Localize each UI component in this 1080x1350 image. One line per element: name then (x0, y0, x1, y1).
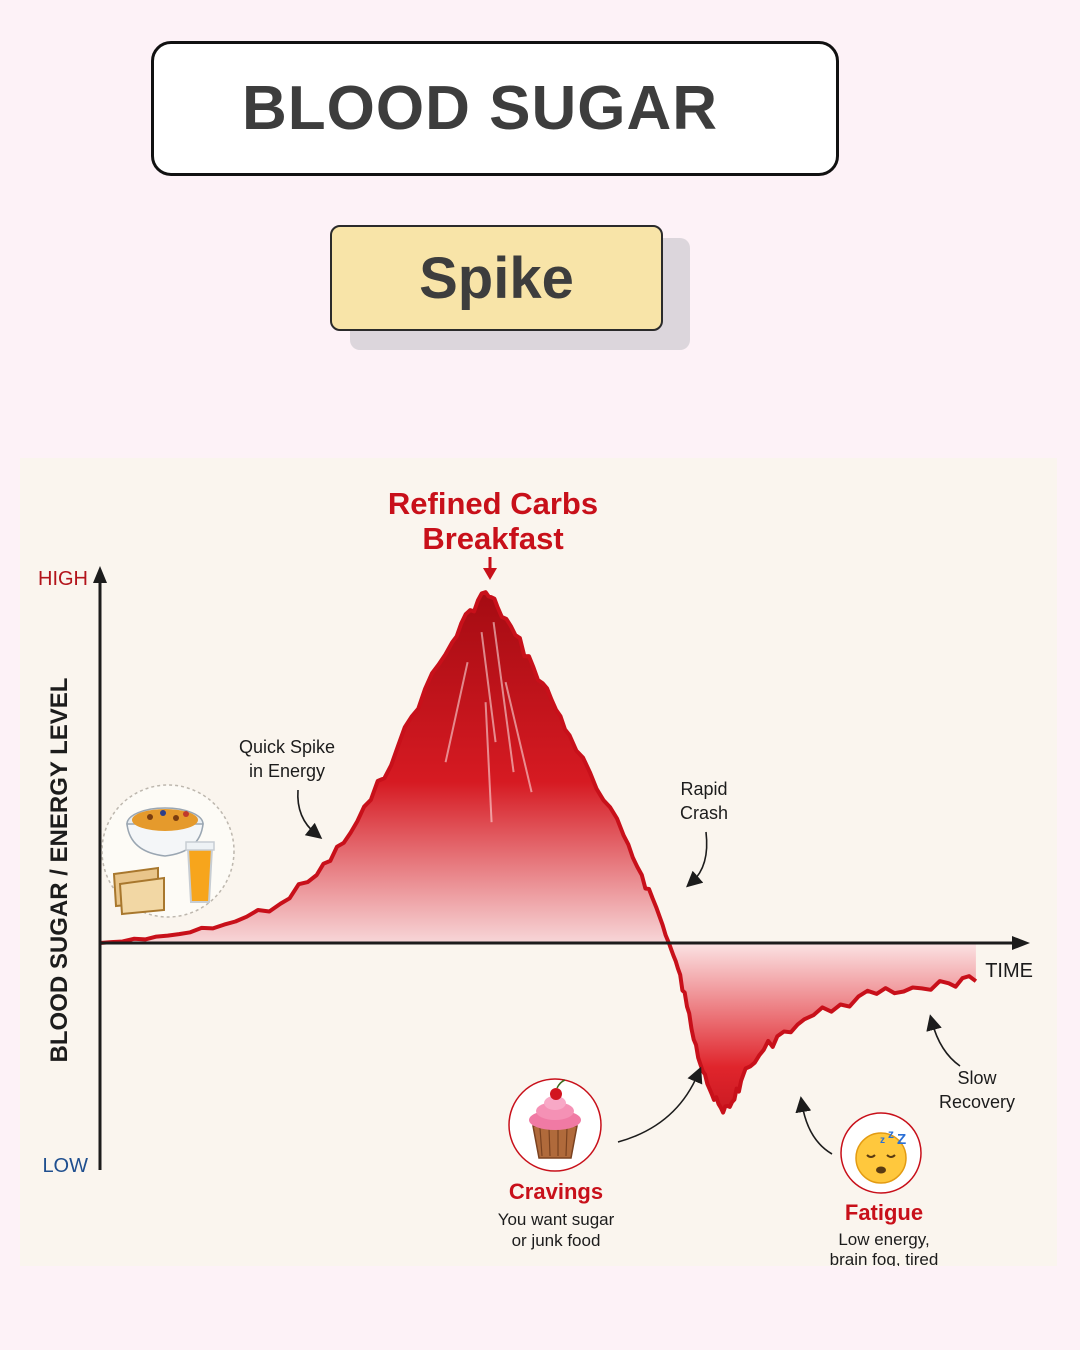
page-subtitle: Spike (419, 245, 574, 311)
subtitle-badge: Spike (330, 225, 663, 331)
x-axis-arrow (1012, 936, 1030, 950)
peak-streaks (444, 622, 533, 823)
cravings-title: Cravings (509, 1179, 603, 1204)
fatigue-text-2: brain fog, tired (830, 1250, 939, 1269)
peak-streak (504, 681, 533, 793)
x-axis-label: TIME (985, 960, 1033, 982)
svg-text:Z: Z (897, 1131, 906, 1148)
cravings-text-1: You want sugar (498, 1210, 615, 1229)
peak-streak (480, 632, 497, 743)
y-axis-label: BLOOD SUGAR / ENERGY LEVEL (46, 678, 73, 1063)
crash-area (100, 943, 976, 1113)
quick-spike-label-2: in Energy (249, 761, 325, 781)
rapid-crash-arrow (686, 831, 708, 888)
chart-title-line-2: Breakfast (422, 521, 563, 556)
page-title: BLOOD SUGAR (242, 74, 718, 143)
blood-sugar-curve (99, 590, 978, 1115)
fatigue-arrow (795, 1096, 833, 1155)
bottom-margin (0, 1266, 1080, 1350)
rapid-crash-label-2: Crash (680, 803, 728, 823)
y-high-label: HIGH (38, 568, 88, 590)
y-low-label: LOW (42, 1155, 88, 1177)
slow-recovery-arrow (926, 1014, 961, 1067)
slow-recovery-label-2: Recovery (939, 1092, 1015, 1112)
fatigue-text-1: Low energy, (838, 1230, 929, 1249)
svg-text:z: z (880, 1135, 885, 1146)
breakfast-icon (101, 784, 235, 918)
peak-streak (484, 702, 493, 823)
sleepy-face-icon: z z Z (840, 1112, 922, 1194)
spike-area (100, 592, 976, 943)
chart-title-line-1: Refined Carbs (388, 486, 598, 521)
quick-spike-label-1: Quick Spike (239, 737, 335, 757)
peak-pointer-head (483, 568, 497, 580)
cupcake-icon (508, 1078, 602, 1172)
quick-spike-arrow (297, 789, 323, 840)
rapid-crash-label-1: Rapid (680, 779, 727, 799)
fatigue-title: Fatigue (845, 1200, 923, 1225)
peak-streak (492, 622, 515, 773)
svg-text:z: z (888, 1127, 894, 1141)
title-box: BLOOD SUGAR (151, 41, 839, 176)
slow-recovery-label-1: Slow (957, 1068, 997, 1088)
peak-streak (444, 661, 469, 763)
cravings-arrow (617, 1066, 703, 1143)
y-axis-arrow (93, 566, 107, 583)
cravings-text-2: or junk food (512, 1231, 601, 1250)
